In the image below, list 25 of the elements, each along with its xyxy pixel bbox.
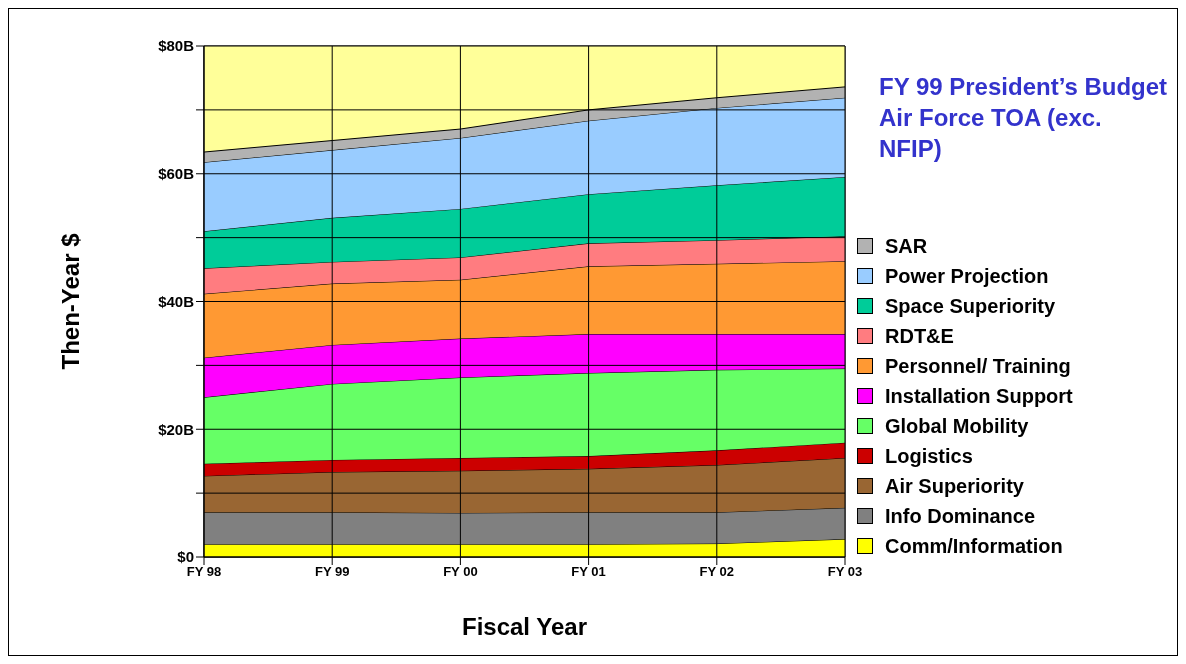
legend-label: Space Superiority: [885, 294, 1056, 318]
y-tick-label: $40B: [158, 292, 195, 310]
x-tick-label: FY 01: [571, 564, 606, 580]
x-tick-label: FY 03: [827, 564, 863, 580]
legend-label: SAR: [885, 234, 928, 258]
legend-label: Air Superiority: [885, 474, 1024, 498]
y-axis-title: Then-Year $: [56, 232, 84, 370]
x-axis-title: Fiscal Year: [462, 613, 587, 640]
legend-label: Installation Support: [885, 384, 1073, 408]
x-tick-label: FY 99: [314, 564, 350, 580]
legend-label: Comm/Information: [885, 534, 1063, 558]
y-tick-label: $0: [177, 548, 194, 566]
x-tick-label: FY 00: [443, 564, 478, 580]
legend-label: Power Projection: [885, 264, 1049, 288]
text: FY 99 President’s Budget Air Force TOA (exc. NFIP): [879, 72, 1169, 164]
x-tick-label: FY 02: [699, 564, 735, 580]
legend-label: Personnel/ Training: [885, 354, 1071, 378]
legend-label: Logistics: [885, 444, 973, 468]
legend-label: Global Mobility: [885, 414, 1029, 438]
legend-label: Info Dominance: [885, 504, 1036, 528]
y-tick-label: $80B: [158, 37, 195, 55]
y-tick-label: $20B: [158, 420, 195, 438]
legend-label: RDT&E: [885, 324, 954, 348]
x-tick-label: FY 98: [186, 564, 222, 580]
y-tick-label: $60B: [158, 165, 195, 183]
